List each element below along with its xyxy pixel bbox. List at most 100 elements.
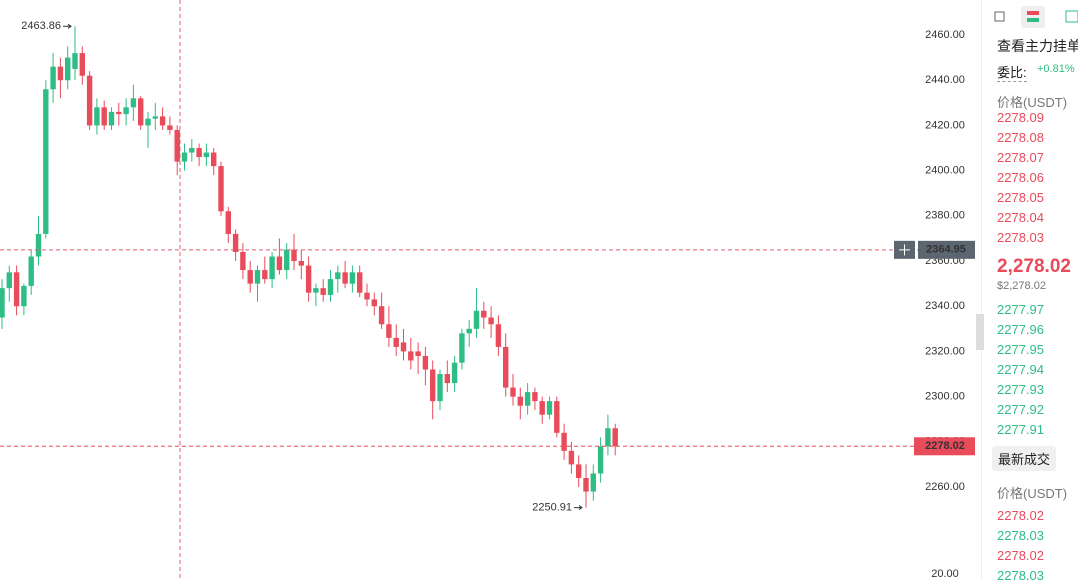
candle-body [101, 107, 107, 126]
ask-price: 2278.08 [997, 130, 1044, 145]
bid-price: 2277.92 [997, 402, 1044, 417]
candle-body [605, 428, 611, 447]
y-tick-label: 2460.00 [925, 29, 965, 41]
candle-body [152, 116, 158, 119]
bid-price: 2277.93 [997, 382, 1044, 397]
candle-body [313, 288, 319, 293]
candle-body [138, 98, 144, 126]
last-price: 2,278.02 [997, 256, 1071, 277]
candle-body [612, 428, 618, 447]
last-price-label: 2278.02 [925, 440, 965, 452]
collapse-handle[interactable] [976, 314, 984, 350]
candle-body [488, 317, 494, 325]
icon[interactable] [1065, 10, 1078, 23]
trades-header: 价格(USDT) [997, 486, 1068, 501]
candle-body [386, 324, 392, 338]
ratio-label: 委比: [997, 62, 1027, 82]
candle-body [232, 233, 239, 252]
candle-body [21, 285, 27, 307]
plus-icon [899, 244, 910, 256]
arrow [574, 505, 583, 510]
toolbar [994, 6, 1078, 28]
trades-button[interactable]: 最新成交 [992, 446, 1057, 471]
trade-price: 2278.03 [997, 568, 1044, 583]
candle-body [28, 256, 34, 286]
ask-price: 2278.03 [997, 230, 1044, 245]
candle-body [305, 265, 312, 293]
candle-body [196, 148, 202, 158]
trade-price: 2278.03 [997, 528, 1044, 543]
order-panel: 查看主力挂单 委比: +0.81% 价格(USDT) 2,278.02 $2,2… [976, 0, 1078, 583]
candle-body [408, 351, 414, 361]
candle-body [57, 66, 64, 81]
bid-price: 2277.91 [997, 422, 1044, 437]
candle-body [554, 401, 560, 433]
candle-body [437, 374, 443, 402]
icon-bg[interactable] [1021, 6, 1045, 28]
candle-body [415, 351, 421, 356]
ask-price: 2278.07 [997, 150, 1044, 165]
candle-body [473, 310, 480, 329]
icon[interactable] [994, 11, 1005, 22]
candle-body [43, 89, 49, 234]
candle-body [13, 272, 20, 307]
candle-body [430, 369, 436, 402]
title[interactable]: 查看主力挂单 [997, 38, 1078, 54]
candle-body [597, 446, 604, 474]
candle-body [123, 107, 129, 115]
candle-body [532, 392, 538, 402]
candle-body [451, 362, 458, 384]
bid-price: 2277.95 [997, 342, 1044, 357]
y-tick-label: 2400.00 [925, 165, 965, 177]
candle-body [481, 310, 487, 318]
candle-body [145, 118, 151, 126]
bid-price: 2277.94 [997, 362, 1044, 377]
y-tick-label: 2420.00 [925, 119, 965, 131]
candle-body [167, 125, 173, 130]
candle-body [422, 355, 429, 370]
candle-body [393, 337, 399, 347]
candle-body [583, 477, 589, 492]
candle-body [50, 66, 56, 90]
candle-body [459, 333, 465, 363]
candle-body [108, 111, 115, 126]
candle-body [524, 392, 531, 406]
price-header: 价格(USDT) [997, 95, 1068, 110]
candle-body [590, 473, 596, 492]
candle-body [335, 272, 341, 280]
candle-body [203, 152, 210, 158]
candle-body [79, 53, 85, 76]
candle-body [291, 249, 297, 262]
ask-price: 2278.05 [997, 190, 1044, 205]
trade-price: 2278.02 [997, 508, 1044, 523]
candle-body [539, 401, 545, 415]
candle-body [546, 401, 553, 415]
candle-body [254, 270, 261, 284]
y-tick-label: 2340.00 [925, 300, 965, 312]
y-tick-label: 2260.00 [925, 481, 965, 493]
candle-body [495, 324, 502, 347]
candle-body [327, 279, 334, 295]
y-tick-label: 2380.00 [925, 210, 965, 222]
candle-body [225, 211, 231, 234]
candle-body [357, 272, 363, 293]
candle-body [444, 374, 450, 384]
bid-price: 2277.97 [997, 302, 1044, 317]
arrow [63, 23, 72, 29]
candle-body [116, 111, 122, 115]
candle-body [400, 342, 407, 352]
candle-body [86, 75, 93, 126]
candle-body [378, 306, 385, 325]
last-price-box [914, 437, 975, 456]
ask-price: 2278.04 [997, 210, 1044, 225]
last-price-usd: $2,278.02 [997, 280, 1046, 292]
candle-body [349, 272, 356, 284]
crosshair-label: 2364.95 [926, 244, 966, 256]
candle-body [130, 98, 137, 108]
y-tick-label: 2440.00 [925, 74, 965, 86]
candle-body [517, 396, 523, 406]
ask-price: 2278.09 [997, 110, 1044, 125]
volume-tick-label: 20.00 [931, 568, 959, 579]
candle-body [211, 152, 217, 167]
candle-body [181, 152, 188, 162]
